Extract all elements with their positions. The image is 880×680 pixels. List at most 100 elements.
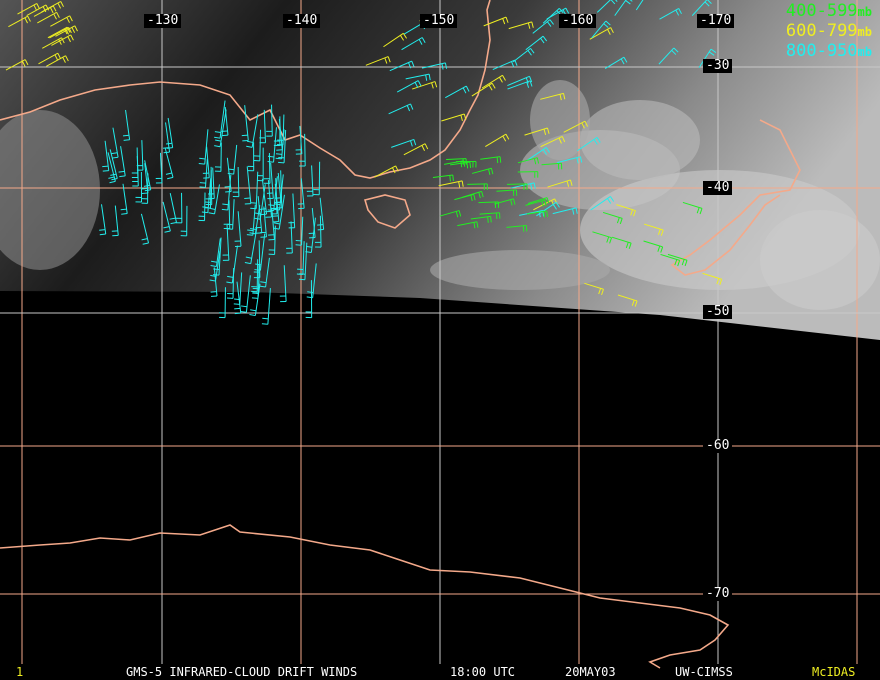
cloud [760,210,880,310]
wind-barb [314,215,322,248]
wind-barb [590,196,615,211]
wind-barb [396,80,422,93]
wind-barb [49,27,72,39]
wind-barb [288,193,296,229]
wind-barb [267,127,277,163]
wind-barb [140,213,150,245]
wind-barb [604,56,628,69]
wind-barb [233,272,243,305]
wind-barb [198,192,206,222]
wind-barb [250,171,259,210]
wind-barb [122,109,131,141]
cloud [530,80,590,160]
wind-barb [492,59,518,71]
wind-barbs [5,0,723,325]
wind-barb [526,210,549,218]
footer-bar: 1 GMS-5 INFRARED-CLOUD DRIFT WINDS 18:00… [0,664,880,680]
wind-barb [383,32,408,48]
wind-barb [214,100,226,139]
wind-barb [611,236,632,249]
wind-barb [479,212,501,219]
wind-barb [107,152,116,184]
wind-barb [120,183,128,215]
wind-barb [165,117,174,149]
wind-barb [268,225,276,255]
wind-barb [507,75,533,87]
wind-barb [494,198,516,206]
wind-barb [313,161,321,196]
wind-barb [682,201,703,215]
coastline-tasmania [363,194,411,229]
wind-barb [210,267,218,297]
wind-barb [263,153,271,184]
wind-barb [508,21,534,30]
wind-barb [221,107,229,137]
lon-label: -160 [559,14,597,28]
wind-barb [202,146,210,179]
wind-barb [141,163,149,194]
wind-barb [563,120,589,133]
wind-barb [266,104,273,137]
wind-barb [412,81,438,90]
wind-barb [405,73,431,81]
wind-barb [478,201,499,208]
wind-barb [401,37,426,51]
wind-barb [602,211,623,225]
wind-barb [118,146,126,178]
wind-barb [102,140,110,172]
wind-barb [212,237,222,276]
wind-barb [214,109,227,148]
wind-barb [496,189,518,197]
cloud-bands [0,80,880,310]
wind-barb [295,216,304,246]
wind-barb [467,183,488,190]
wind-barb [26,4,50,16]
wind-barb [273,194,285,230]
legend-entry-800-950: 800-950mb [785,41,872,61]
wind-barb [547,179,573,188]
wind-barb [512,47,535,63]
software-label: McIDAS [812,665,856,679]
wind-barb [517,171,539,178]
wind-barb [5,59,29,71]
wind-barb [517,157,540,165]
wind-barb [246,204,256,236]
wind-barb [510,182,536,190]
frame-number: 1 [16,665,24,679]
wind-barb [241,105,249,142]
wind-barb [526,147,550,162]
wind-barb [471,167,494,175]
wind-barb [297,178,305,210]
wind-barb [591,20,611,39]
lon-label: -170 [697,14,735,28]
lat-lon-grid [0,0,880,664]
lon-label: -130 [144,14,182,28]
wind-barb [617,294,638,307]
wind-barb [439,210,462,218]
wind-barb [389,60,415,72]
source-label: UW-CIMSS [675,665,733,679]
wind-barb [525,35,548,51]
legend-entry-400-599: 400-599mb [785,1,872,21]
wind-barb [257,147,264,182]
wind-barb [244,227,258,265]
wind-barb [180,205,188,237]
coastlines [0,0,801,669]
wind-barb [365,56,391,66]
wind-barb [462,190,484,199]
wind-barb [698,48,717,68]
wind-barb [253,129,262,162]
wind-barb [691,0,712,16]
wind-barb [214,142,222,172]
wind-barb [226,245,238,284]
wind-barb [658,47,679,65]
wind-barb [557,156,583,164]
cloud [580,100,700,180]
wind-barb [614,0,633,16]
wind-barb [421,62,448,70]
wind-barb [286,221,293,254]
wind-barb [155,152,163,184]
date-label: 20MAY03 [565,665,616,679]
wind-barb [667,253,688,267]
